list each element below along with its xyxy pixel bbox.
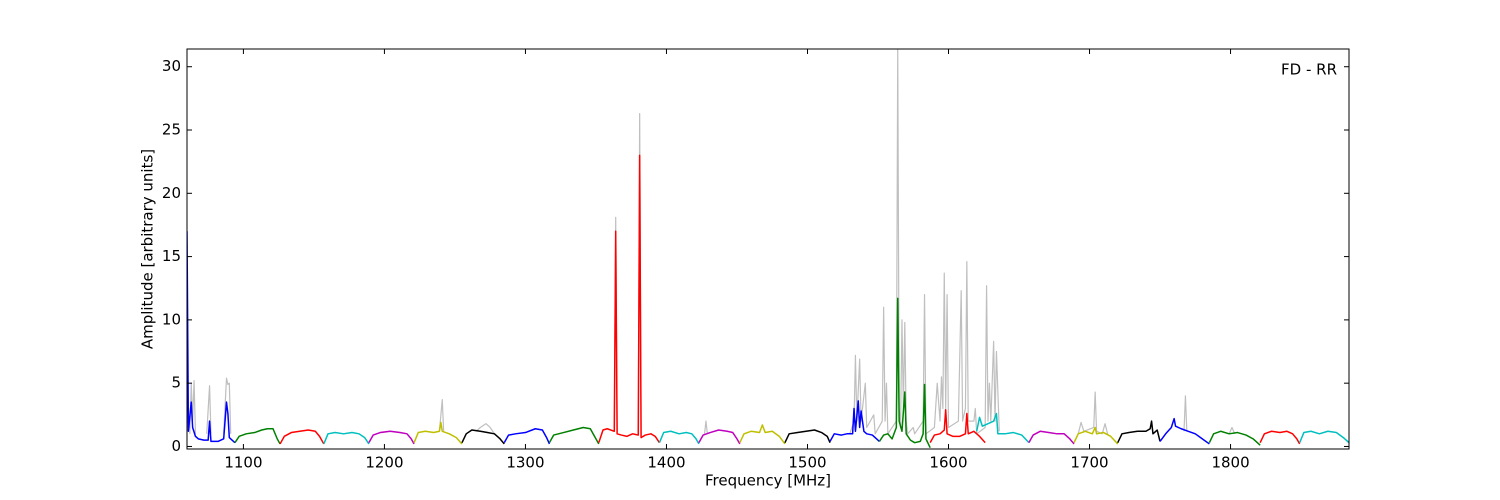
y-tick-label: 10 bbox=[162, 310, 181, 328]
x-axis-label: Frequency [MHz] bbox=[705, 472, 831, 490]
x-tick-label: 1600 bbox=[929, 454, 967, 472]
series-line bbox=[1228, 426, 1236, 435]
series-line bbox=[1028, 430, 1075, 445]
series-line bbox=[698, 429, 741, 445]
x-tick-label: 1300 bbox=[506, 454, 544, 472]
series-line bbox=[1077, 391, 1109, 436]
series-line bbox=[784, 429, 831, 443]
series-line bbox=[739, 424, 786, 445]
annotation: FD - RR bbox=[1281, 61, 1337, 79]
series-line bbox=[548, 426, 600, 445]
y-tick-label: 5 bbox=[171, 374, 181, 392]
y-axis-label: Amplitude [arbitrary units] bbox=[139, 149, 157, 349]
series-line bbox=[323, 431, 370, 445]
series-line bbox=[929, 409, 986, 444]
series-line bbox=[1183, 395, 1188, 432]
x-tick-label: 1100 bbox=[224, 454, 262, 472]
series-line bbox=[223, 377, 232, 434]
series-line bbox=[413, 421, 463, 445]
plot-lines bbox=[187, 49, 1349, 449]
series-line bbox=[1298, 430, 1349, 444]
series-line bbox=[658, 430, 700, 445]
series-line bbox=[1259, 430, 1301, 445]
x-tick-label: 1800 bbox=[1211, 454, 1249, 472]
series-line bbox=[1117, 420, 1161, 443]
x-tick-label: 1700 bbox=[1070, 454, 1108, 472]
series-line bbox=[975, 412, 1030, 444]
series-line bbox=[1208, 430, 1261, 446]
series-line bbox=[878, 297, 931, 449]
series-line bbox=[703, 420, 708, 434]
y-tick-label: 15 bbox=[162, 247, 181, 265]
x-tick-label: 1500 bbox=[788, 454, 826, 472]
series-line bbox=[279, 429, 325, 445]
series-line bbox=[438, 399, 445, 432]
series-line bbox=[1073, 426, 1119, 445]
series-line bbox=[368, 430, 415, 445]
series-line bbox=[475, 423, 495, 435]
series-line bbox=[187, 231, 236, 444]
x-tick-label: 1400 bbox=[647, 454, 685, 472]
y-tick-label: 20 bbox=[162, 184, 181, 202]
y-tick-label: 30 bbox=[162, 57, 181, 75]
x-tick-label: 1200 bbox=[365, 454, 403, 472]
series-line bbox=[461, 429, 505, 445]
y-tick-label: 25 bbox=[162, 121, 181, 139]
series-line bbox=[234, 428, 281, 445]
y-tick-label: 0 bbox=[171, 437, 181, 455]
series-line bbox=[206, 385, 212, 434]
series-line bbox=[829, 400, 880, 442]
axes-frame bbox=[186, 48, 1350, 450]
series-line bbox=[1159, 417, 1210, 445]
series-line bbox=[503, 428, 551, 445]
series-line bbox=[598, 154, 661, 444]
